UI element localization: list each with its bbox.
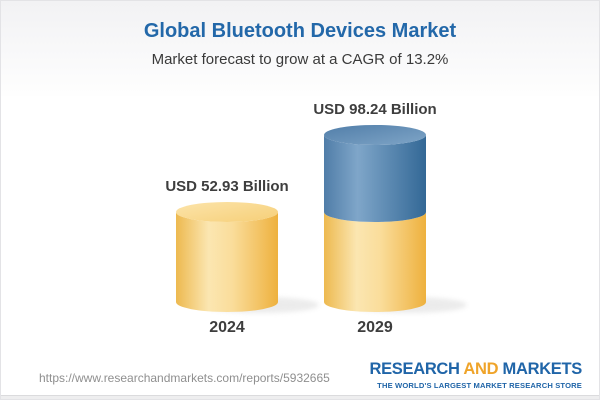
page-title: Global Bluetooth Devices Market — [143, 20, 457, 42]
logo-and: AND — [463, 360, 499, 378]
logo-tagline: THE WORLD'S LARGEST MARKET RESEARCH STOR… — [377, 381, 582, 390]
year-label: 2029 — [357, 319, 393, 336]
bottom-strip — [1, 395, 599, 399]
research-and-markets-logo: RESEARCH AND MARKETS THE WORLD'S LARGEST… — [369, 360, 582, 390]
report-url[interactable]: https://www.researchandmarkets.com/repor… — [39, 371, 330, 385]
value-label: USD 98.24 Billion — [313, 100, 437, 118]
logo-markets: MARKETS — [502, 360, 583, 378]
logo-research: RESEARCH — [369, 360, 460, 378]
page-subtitle: Market forecast to grow at a CAGR of 13.… — [151, 51, 449, 68]
year-label: 2024 — [209, 319, 245, 336]
value-label: USD 52.93 Billion — [165, 178, 289, 195]
logo-wordmark: RESEARCH AND MARKETS — [369, 360, 582, 379]
bar-chart — [176, 124, 467, 313]
chart-header: Global Bluetooth Devices Market Market f… — [1, 1, 599, 96]
